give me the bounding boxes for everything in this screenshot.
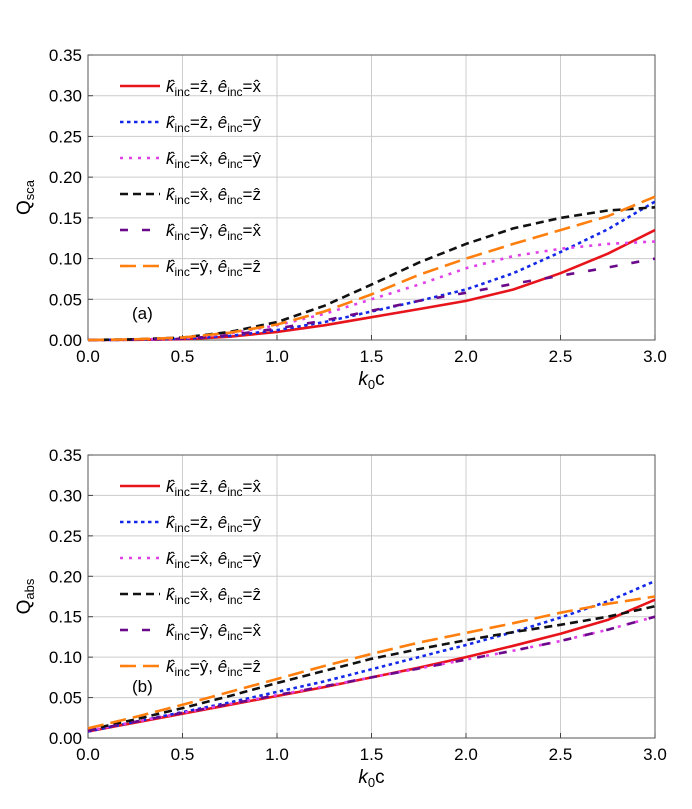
series-line-z-y [87,200,656,342]
x-tick-label: 2.5 [549,347,573,366]
x-tick-label: 2.0 [454,745,478,764]
legend-entry: k̂inc=ŷ, êinc=x̂ [166,221,261,243]
y-tick-label: 0.05 [49,290,82,309]
panel-annotation: (a) [132,304,153,323]
y-tick-label: 0.35 [49,446,82,465]
y-tick-label: 0.15 [49,209,82,228]
legend-entry: k̂inc=ŷ, êinc=ẑ [166,257,261,279]
y-tick-label: 0.35 [49,46,82,65]
y-tick-label: 0.25 [49,527,82,546]
legend-entry: k̂inc=ẑ, êinc=x̂ [166,477,261,499]
series-line-y-z [87,195,656,342]
x-tick-label: 2.5 [549,745,573,764]
y-axis-label: Qsca [14,179,37,215]
y-tick-label: 0.05 [49,689,82,708]
legend-entry: k̂inc=ẑ, êinc=x̂ [166,77,261,99]
y-tick-label: 0.30 [49,87,82,106]
y-tick-label: 0.30 [49,486,82,505]
x-axis-label: k0c [358,767,384,790]
legend-entry: k̂inc=x̂, êinc=ẑ [166,185,261,207]
legend-entry: k̂inc=x̂, êinc=ŷ [166,149,261,171]
x-tick-label: 1.0 [265,745,289,764]
legend-entry: k̂inc=ẑ, êinc=ŷ [166,113,261,135]
chart-panel-b: 0.0 0.5 1.0 1.5 2.0 2.5 3.0 0.00 0.05 0.10 0.15 0.2… [14,446,667,790]
series-line-z-y [87,579,656,733]
series-line-y-x [87,615,656,732]
legend-entry: k̂inc=x̂, êinc=ẑ [166,585,261,607]
legend-entry: k̂inc=ŷ, êinc=x̂ [166,621,261,643]
x-tick-label: 1.0 [265,347,289,366]
chart-panel-a: 0.0 0.5 1.0 1.5 2.0 2.5 3.0 0.00 0.05 0.10 0.15 0.2… [14,46,667,392]
x-tick-label: 1.5 [360,347,384,366]
x-tick-label: 2.0 [454,347,478,366]
y-tick-label: 0.20 [49,567,82,586]
series-line-x-y [87,240,656,342]
legend-entry: k̂inc=ẑ, êinc=ŷ [166,513,261,535]
x-tick-label: 1.5 [360,745,384,764]
legend: k̂inc=ẑ, êinc=x̂ k̂inc=ẑ, êinc=ŷ k̂inc=x̂,… [120,477,261,679]
y-tick-label: 0.00 [49,331,82,350]
y-tick-label: 0.25 [49,127,82,146]
y-tick-label: 0.20 [49,168,82,187]
x-tick-label: 0.5 [171,347,195,366]
y-tick-label: 0.10 [49,250,82,269]
legend: k̂inc=ẑ, êinc=x̂ k̂inc=ẑ, êinc=ŷ k̂inc=x̂,… [120,77,261,279]
series-line-y-z [87,595,656,730]
x-tick-label: 0.0 [76,745,100,764]
x-tick-label: 0.0 [76,347,100,366]
y-axis-label: Qabs [14,578,37,614]
legend-entry: k̂inc=ŷ, êinc=ẑ [166,657,261,679]
x-tick-label: 0.5 [171,745,195,764]
x-tick-label: 3.0 [643,745,667,764]
y-tick-label: 0.00 [49,729,82,748]
legend-entry: k̂inc=x̂, êinc=ŷ [166,549,261,571]
y-tick-label: 0.10 [49,648,82,667]
x-axis-label: k0c [358,369,384,392]
x-tick-label: 3.0 [643,347,667,366]
y-tick-label: 0.15 [49,608,82,627]
panel-annotation: (b) [132,677,153,696]
series-line-x-z [87,604,656,732]
